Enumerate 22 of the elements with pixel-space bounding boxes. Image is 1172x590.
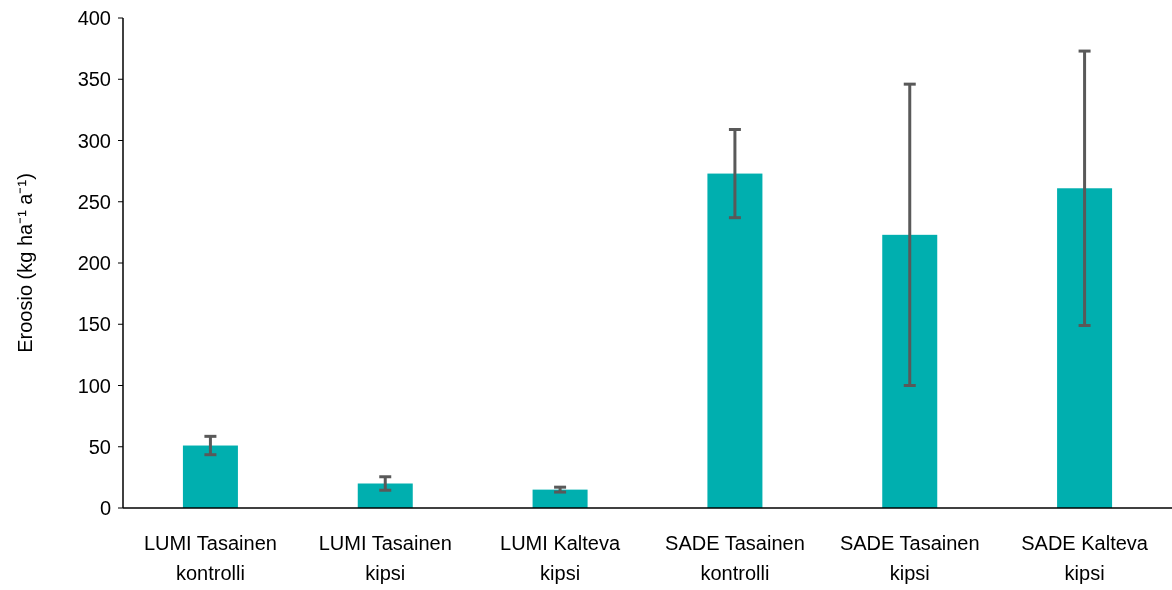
y-tick-label: 300 xyxy=(77,129,111,152)
y-tick-label: 350 xyxy=(77,68,111,91)
y-tick-label: 200 xyxy=(77,252,111,274)
x-tick-label: SADE Tasainen kontrolli xyxy=(665,532,805,584)
y-axis-title: Eroosio (kg ha⁻¹ a⁻¹) xyxy=(14,173,36,353)
bar xyxy=(1057,188,1113,508)
x-tick-label: SADE Tasainen kipsi xyxy=(839,532,980,584)
y-tick-label: 400 xyxy=(77,7,111,29)
x-tick-label: LUMI Tasainen kipsi xyxy=(318,532,452,584)
x-tick-label: SADE Kalteva kipsi xyxy=(1021,532,1149,584)
y-tick-label: 150 xyxy=(77,313,111,336)
y-tick-label: 100 xyxy=(77,374,111,397)
x-tick-label: LUMI Kalteva kipsi xyxy=(500,532,621,584)
bar xyxy=(882,234,938,508)
x-tick-label: LUMI Tasainen kontrolli xyxy=(143,532,277,584)
y-tick-label: 50 xyxy=(88,435,111,458)
bar xyxy=(357,483,413,508)
bar xyxy=(707,173,763,508)
bar xyxy=(532,489,588,508)
y-tick-label: 0 xyxy=(99,497,111,519)
y-tick-label: 250 xyxy=(77,190,111,213)
bar xyxy=(182,445,238,508)
